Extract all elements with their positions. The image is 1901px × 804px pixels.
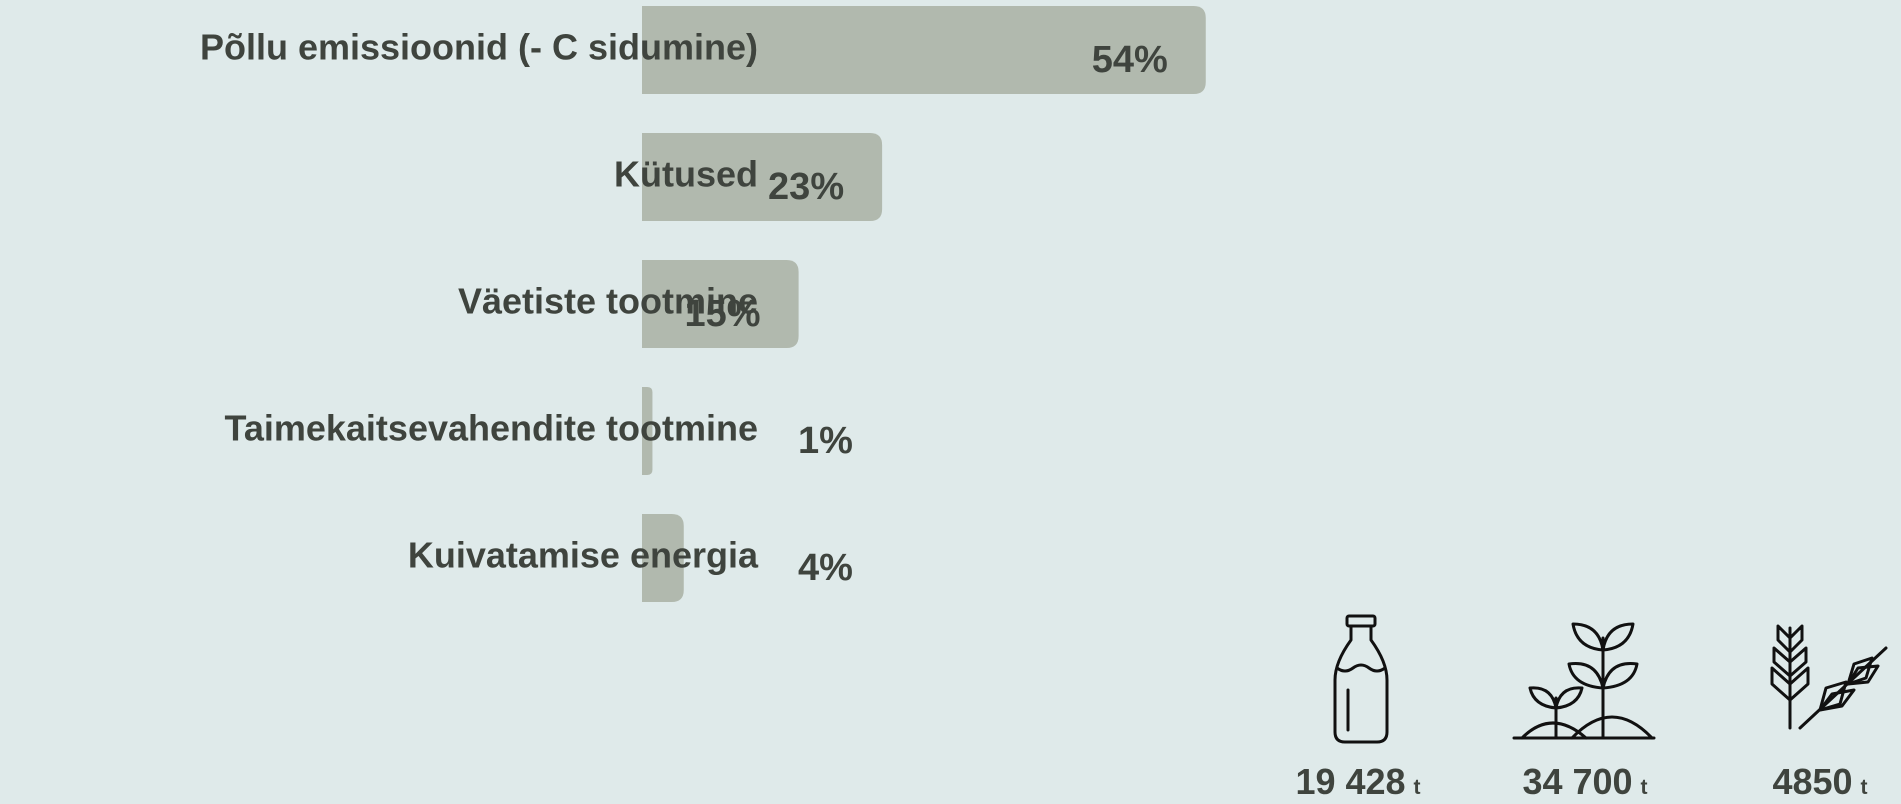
category-label: Kütused <box>614 154 758 195</box>
stat-amount: 34 700 <box>1522 761 1632 802</box>
category-label: Kuivatamise energia <box>408 535 759 576</box>
plants-icon <box>1512 622 1656 740</box>
stat-unit: t <box>1641 776 1648 799</box>
value-label: 54% <box>1092 39 1168 81</box>
bar <box>642 6 1206 94</box>
milk-icon <box>1333 614 1389 744</box>
stat: 4850 t <box>1772 761 1867 802</box>
stat-amount: 4850 <box>1772 761 1852 802</box>
bar <box>642 387 653 475</box>
category-label: Põllu emissioonid (- C sidumine) <box>200 27 758 68</box>
value-label: 15% <box>685 293 761 335</box>
wheat-icon <box>1770 624 1888 730</box>
stat-amount: 19 428 <box>1295 761 1405 802</box>
value-label: 4% <box>798 547 853 589</box>
value-label: 1% <box>798 420 853 462</box>
stat: 19 428 t <box>1295 761 1420 802</box>
category-label: Väetiste tootmine <box>458 281 758 322</box>
bar <box>642 133 883 221</box>
bar <box>642 514 684 602</box>
category-label: Taimekaitsevahendite tootmine <box>225 408 758 449</box>
stat: 34 700 t <box>1522 761 1647 802</box>
stat-unit: t <box>1414 776 1421 799</box>
stat-unit: t <box>1861 776 1868 799</box>
bar <box>642 260 799 348</box>
value-label: 23% <box>768 166 844 208</box>
